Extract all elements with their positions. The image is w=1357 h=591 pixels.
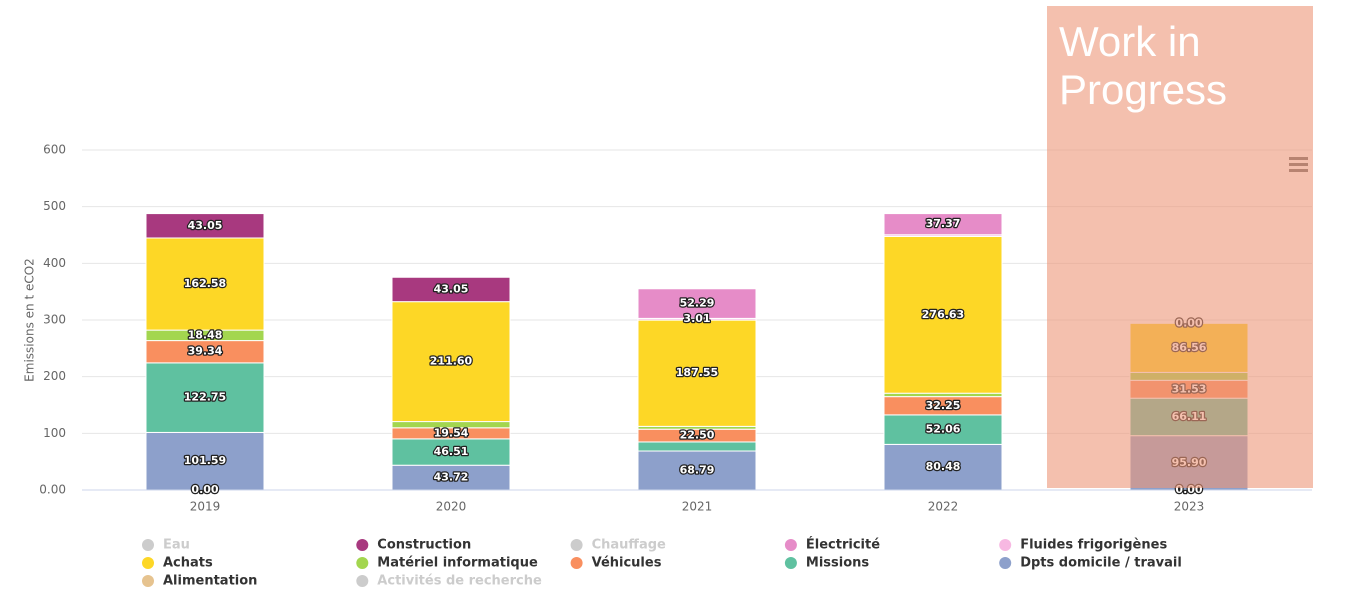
- data-label: 162.58: [184, 277, 226, 290]
- bar-segment: [883, 392, 1003, 398]
- bar-segment: [145, 237, 265, 331]
- data-label: 32.25: [926, 399, 961, 412]
- legend-marker: [784, 539, 797, 551]
- legend-label[interactable]: Chauffage: [592, 538, 666, 553]
- legend-label[interactable]: Missions: [806, 556, 870, 571]
- bar-segment: [391, 464, 511, 491]
- legend-label[interactable]: Achats: [163, 556, 213, 571]
- data-label: 211.60: [430, 355, 473, 368]
- x-tick-label: 2019: [190, 500, 221, 514]
- y-tick-label: 200: [43, 369, 66, 383]
- legend-marker: [142, 539, 154, 551]
- bar-segment: [637, 288, 757, 319]
- y-tick-label: 400: [43, 256, 66, 270]
- data-label: 39.34: [188, 345, 223, 358]
- data-label: 122.75: [184, 391, 226, 404]
- bar-segment: [637, 441, 757, 452]
- y-tick-label: 600: [43, 143, 66, 157]
- bar-segment: [883, 414, 1003, 445]
- data-label: 19.54: [434, 426, 469, 439]
- x-tick-label: 2022: [928, 500, 959, 514]
- legend-marker: [570, 539, 583, 551]
- y-tick-label: 500: [43, 199, 66, 213]
- bar-segment: [391, 301, 511, 423]
- bar-segment: [883, 443, 1003, 491]
- legend-label[interactable]: Eau: [163, 538, 190, 553]
- data-label: 101.59: [184, 454, 226, 467]
- legend-label[interactable]: Véhicules: [592, 556, 662, 571]
- x-tick-label: 2023: [1174, 500, 1205, 514]
- legend-label[interactable]: Alimentation: [163, 574, 257, 589]
- data-label: 68.79: [680, 464, 715, 477]
- y-tick-label: 0.00: [39, 483, 66, 497]
- bar-segment: [145, 213, 265, 239]
- bar-segment: [637, 319, 757, 427]
- data-label: 37.37: [926, 217, 961, 230]
- data-label: 18.48: [188, 328, 223, 341]
- data-label: 43.72: [434, 471, 469, 484]
- data-label: 43.05: [188, 219, 223, 232]
- legend-marker: [356, 557, 369, 569]
- data-label: 0.00: [191, 483, 218, 496]
- wip-text: Work in Progress: [1059, 18, 1228, 113]
- legend-label[interactable]: Construction: [377, 538, 471, 553]
- data-label: 52.29: [680, 297, 715, 310]
- data-label: 52.06: [926, 423, 961, 436]
- legend-label[interactable]: Dpts domicile / travail: [1020, 556, 1182, 571]
- legend-marker: [999, 557, 1012, 569]
- y-tick-label: 300: [43, 313, 66, 327]
- data-label: 276.63: [922, 308, 964, 321]
- legend-marker: [142, 557, 154, 569]
- legend-label[interactable]: Fluides frigorigènes: [1020, 538, 1167, 553]
- legend-label[interactable]: Matériel informatique: [377, 556, 538, 571]
- legend-marker: [999, 539, 1012, 551]
- legend-marker: [142, 575, 154, 587]
- data-label: 43.05: [434, 282, 469, 295]
- bars: [145, 213, 1249, 491]
- data-label: 22.50: [680, 429, 715, 442]
- legend-marker: [570, 557, 583, 569]
- x-tick-label: 2020: [436, 500, 467, 514]
- bar-segment: [391, 276, 511, 303]
- data-label: 80.48: [926, 460, 961, 473]
- bar-segment: [145, 362, 265, 433]
- bar-segment: [391, 438, 511, 466]
- legend-label[interactable]: Électricité: [806, 537, 880, 553]
- bar-segment: [883, 213, 1003, 236]
- y-axis-title: Emissions en t eCO2: [23, 258, 37, 382]
- data-label: 187.55: [676, 366, 718, 379]
- legend-marker: [784, 557, 797, 569]
- y-tick-label: 100: [43, 426, 66, 440]
- data-label: 46.51: [434, 445, 469, 458]
- x-tick-label: 2021: [682, 500, 713, 514]
- legend-label[interactable]: Activités de recherche: [377, 574, 542, 589]
- wip-overlay: Work in Progress: [1047, 6, 1313, 488]
- legend-marker: [356, 539, 369, 551]
- bar-segment: [883, 235, 1003, 394]
- legend-marker: [356, 575, 369, 587]
- data-label: 3.01: [683, 312, 710, 325]
